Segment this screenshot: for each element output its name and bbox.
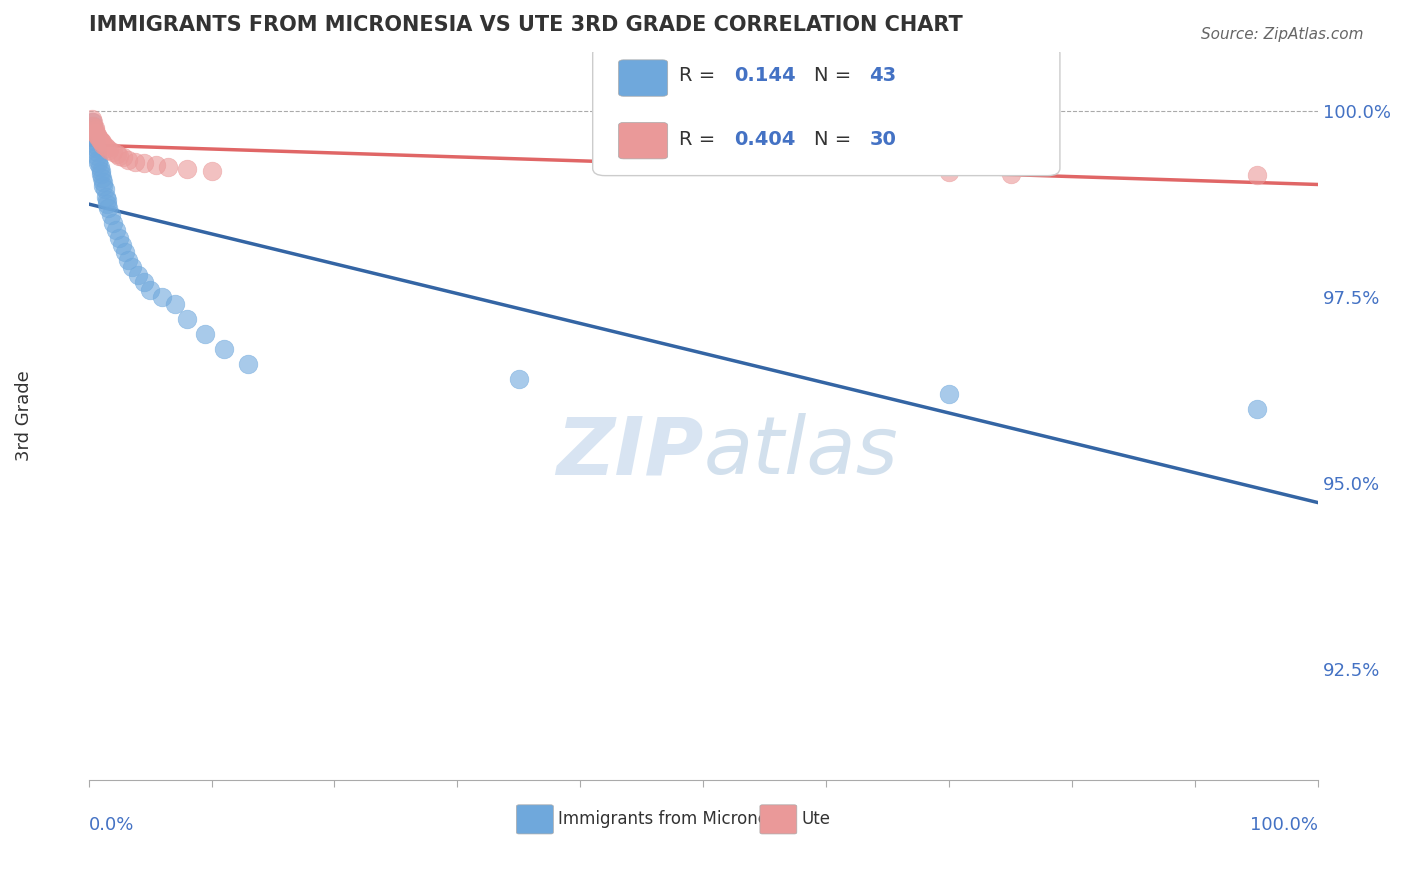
Y-axis label: 3rd Grade: 3rd Grade <box>15 370 32 461</box>
Point <box>91 136 114 150</box>
Point <box>97 201 120 215</box>
Text: 30: 30 <box>869 129 896 149</box>
Point <box>1246 401 1268 416</box>
Point <box>157 160 180 174</box>
Point <box>83 125 105 139</box>
Point <box>87 153 110 167</box>
Point <box>96 141 118 155</box>
FancyBboxPatch shape <box>516 805 554 834</box>
Point <box>82 115 104 129</box>
Text: Ute: Ute <box>801 811 831 829</box>
Point <box>87 130 110 145</box>
Point <box>82 119 104 133</box>
Point <box>98 143 121 157</box>
Point <box>145 158 167 172</box>
Text: atlas: atlas <box>703 413 898 491</box>
Point <box>101 216 124 230</box>
Point <box>96 197 118 211</box>
Point <box>82 123 104 137</box>
Point <box>90 168 112 182</box>
Point <box>90 163 112 178</box>
Point <box>212 342 235 356</box>
Point <box>108 230 131 244</box>
Point <box>91 137 114 152</box>
Point <box>89 132 111 146</box>
Point <box>139 283 162 297</box>
Point <box>86 149 108 163</box>
Point <box>938 165 960 179</box>
Point <box>82 115 104 129</box>
Point <box>83 130 105 145</box>
Point <box>84 137 107 152</box>
Point <box>121 260 143 275</box>
Point <box>91 178 114 193</box>
Point <box>94 190 117 204</box>
Point <box>83 134 105 148</box>
Text: 43: 43 <box>869 66 897 86</box>
Point <box>111 238 134 252</box>
Point <box>93 182 115 196</box>
Text: 0.144: 0.144 <box>734 66 796 86</box>
Point <box>96 194 118 208</box>
Point <box>114 245 136 260</box>
Point <box>86 145 108 160</box>
Point <box>508 372 530 386</box>
Point <box>132 275 155 289</box>
Point <box>84 127 107 141</box>
Text: 0.0%: 0.0% <box>89 816 134 835</box>
Text: 0.404: 0.404 <box>734 129 796 149</box>
Point <box>1000 167 1022 181</box>
Text: N =: N = <box>814 66 858 86</box>
Text: R =: R = <box>679 66 721 86</box>
Point <box>194 327 217 342</box>
Point <box>124 154 146 169</box>
Text: R =: R = <box>679 129 721 149</box>
FancyBboxPatch shape <box>619 60 668 96</box>
Point <box>132 156 155 170</box>
Point <box>200 163 222 178</box>
Point <box>100 208 122 222</box>
Point <box>86 128 108 142</box>
Point <box>108 149 131 163</box>
Point <box>101 145 124 160</box>
FancyBboxPatch shape <box>593 46 1060 176</box>
Text: N =: N = <box>814 129 858 149</box>
Point <box>163 297 186 311</box>
Point <box>89 160 111 174</box>
Point <box>938 386 960 401</box>
Point <box>117 153 139 167</box>
Point <box>82 112 104 126</box>
Point <box>83 127 105 141</box>
Point <box>238 357 260 371</box>
Point <box>83 120 105 135</box>
Point <box>82 119 104 133</box>
Point <box>87 156 110 170</box>
Text: 100.0%: 100.0% <box>1250 816 1319 835</box>
Point <box>176 162 198 177</box>
Point <box>93 139 115 153</box>
Point <box>104 223 127 237</box>
FancyBboxPatch shape <box>759 805 797 834</box>
Point <box>91 175 114 189</box>
Point <box>111 150 134 164</box>
Point <box>90 134 112 148</box>
Text: ZIP: ZIP <box>555 413 703 491</box>
Text: Source: ZipAtlas.com: Source: ZipAtlas.com <box>1201 27 1364 42</box>
Point <box>176 312 198 326</box>
Point <box>117 252 139 267</box>
Text: Immigrants from Micronesia: Immigrants from Micronesia <box>558 811 792 829</box>
FancyBboxPatch shape <box>619 122 668 159</box>
Point <box>91 171 114 186</box>
Point <box>127 268 149 282</box>
Point <box>84 141 107 155</box>
Point <box>1246 168 1268 182</box>
Point <box>150 290 173 304</box>
Point <box>105 147 128 161</box>
Text: IMMIGRANTS FROM MICRONESIA VS UTE 3RD GRADE CORRELATION CHART: IMMIGRANTS FROM MICRONESIA VS UTE 3RD GR… <box>89 15 962 35</box>
Point <box>83 123 105 137</box>
